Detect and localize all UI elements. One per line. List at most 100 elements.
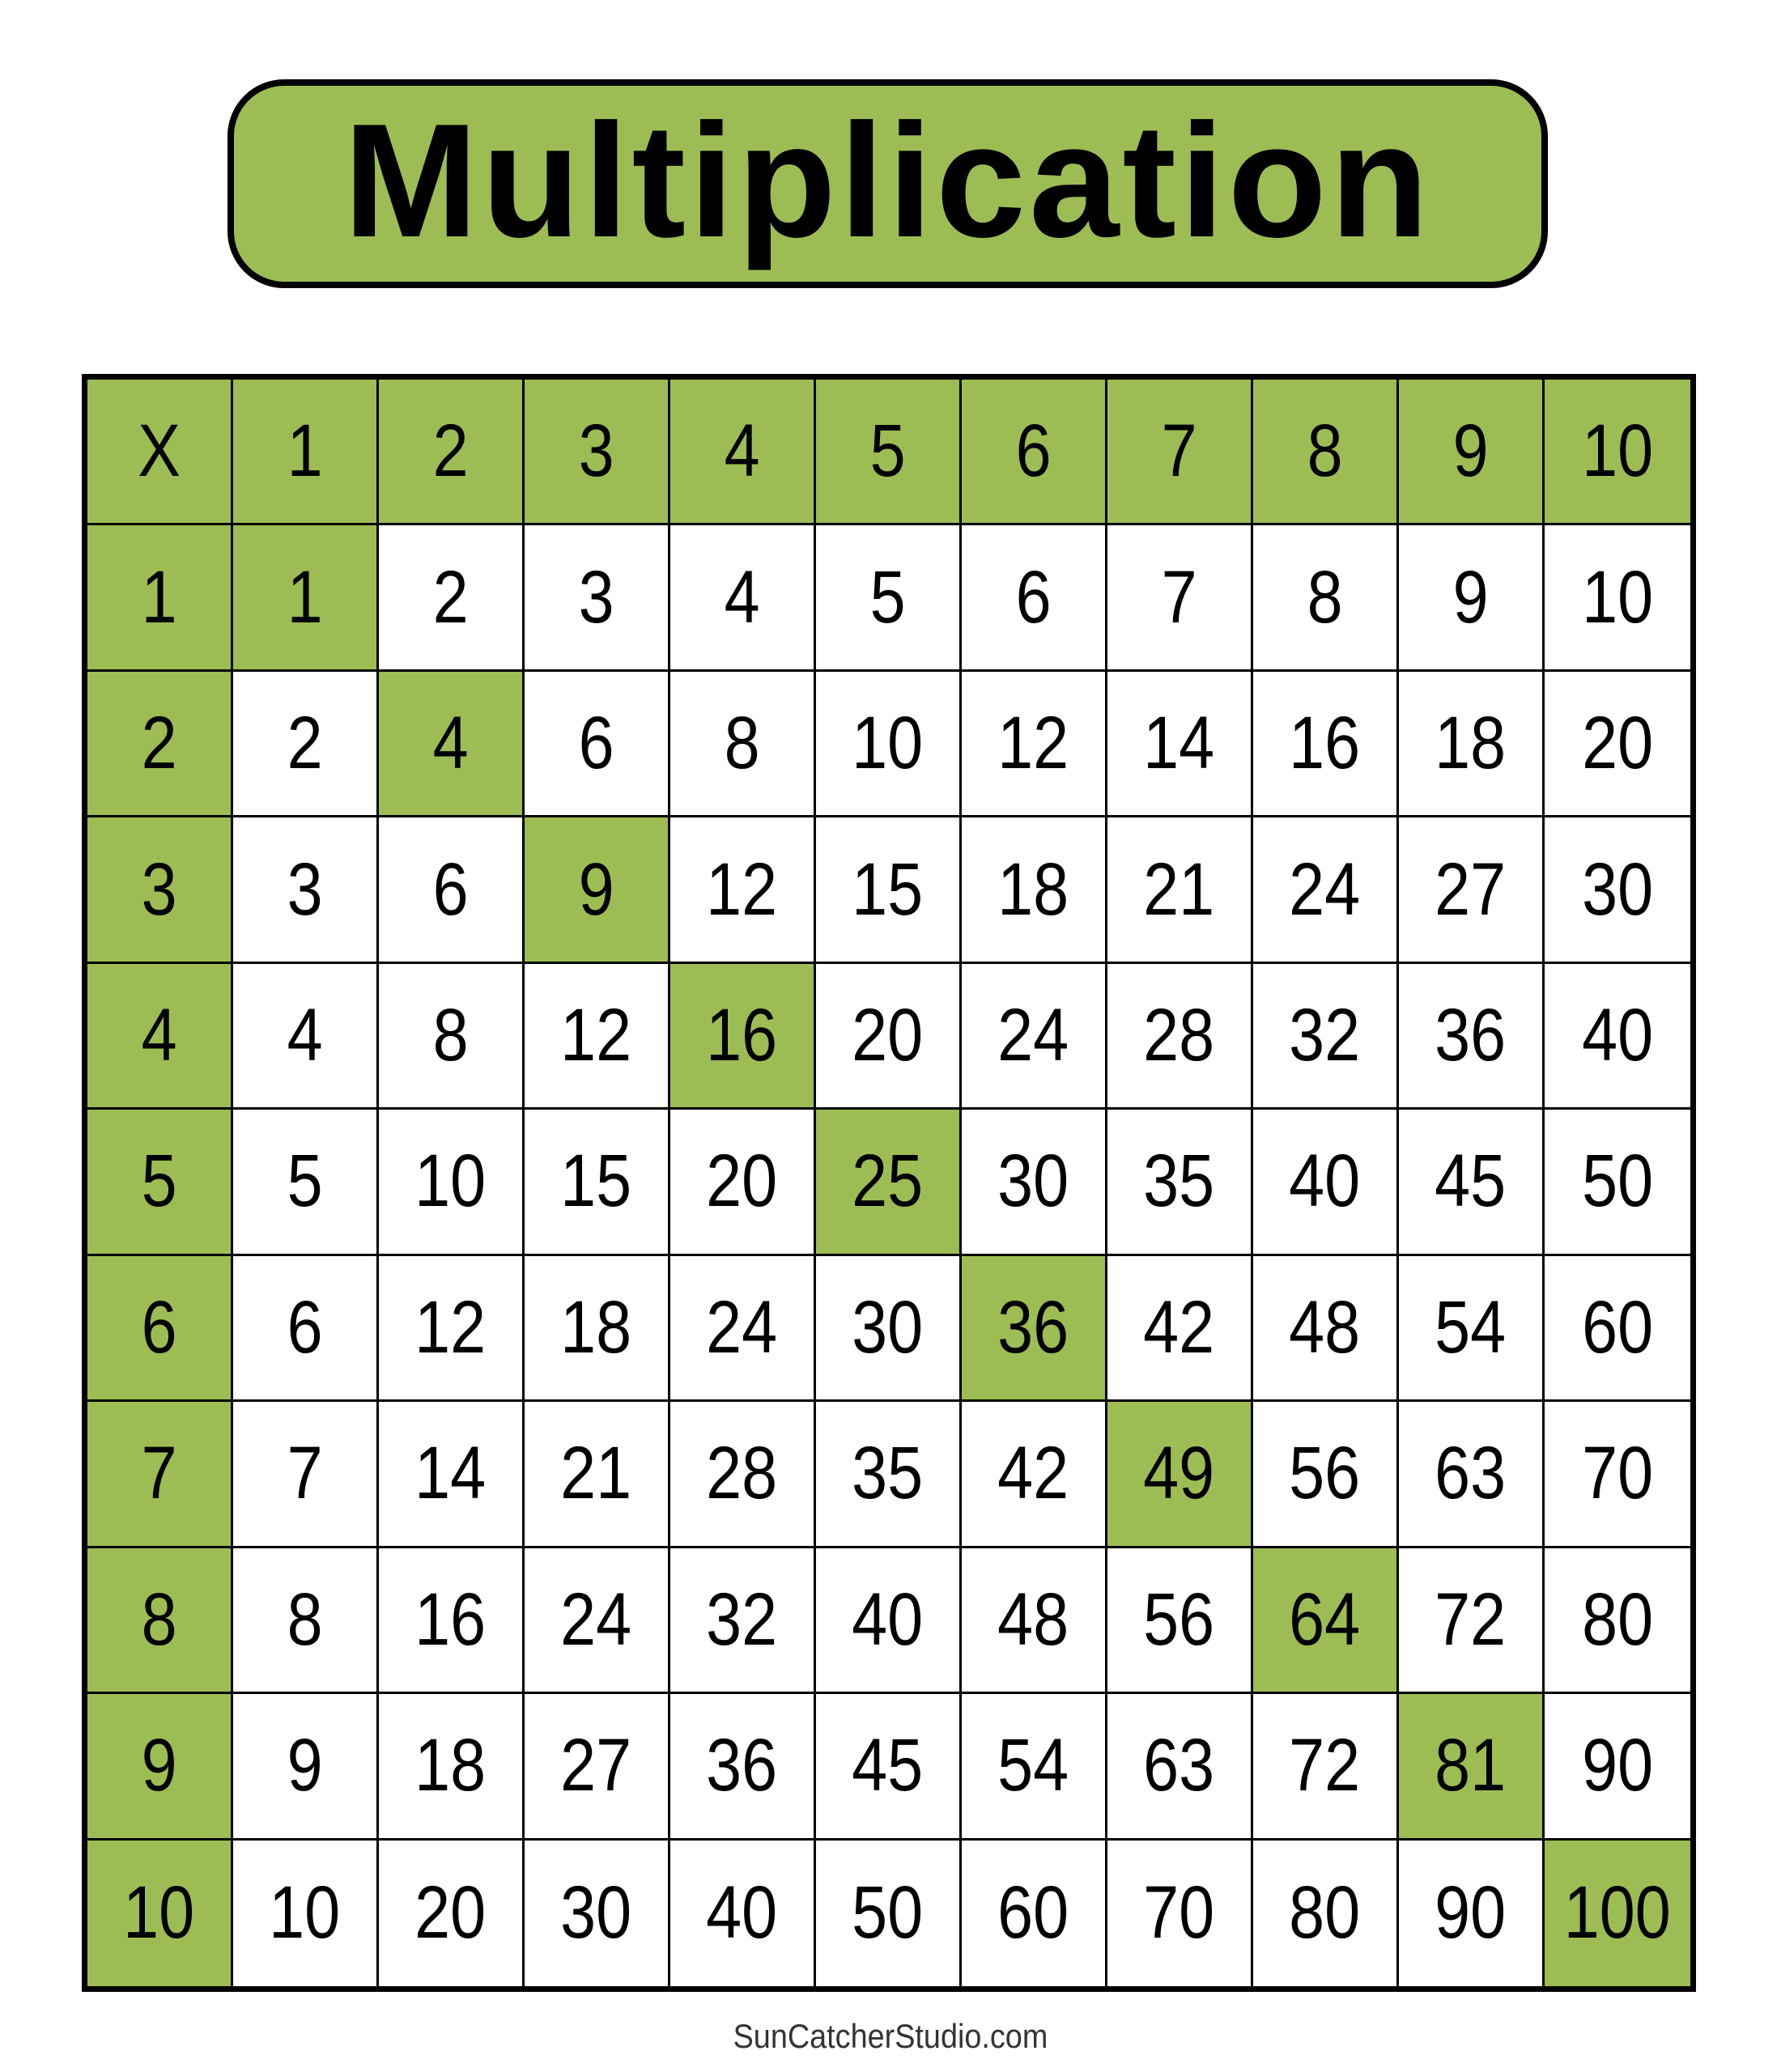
product-cell-value: 40 bbox=[1581, 994, 1654, 1077]
column-header: 8 bbox=[1253, 380, 1399, 526]
product-cell: 20 bbox=[670, 1110, 816, 1256]
square-cell: 4 bbox=[379, 671, 525, 818]
column-header-value: 10 bbox=[1581, 410, 1654, 493]
product-cell: 7 bbox=[233, 1402, 379, 1548]
square-cell: 100 bbox=[1545, 1840, 1690, 1986]
row-header-value: 4 bbox=[141, 994, 177, 1077]
column-header: 3 bbox=[525, 380, 670, 526]
row-header-value: 9 bbox=[141, 1724, 177, 1807]
product-cell: 72 bbox=[1399, 1548, 1545, 1695]
column-header-value: 3 bbox=[578, 410, 614, 493]
product-cell-value: 70 bbox=[1143, 1871, 1215, 1955]
product-cell: 14 bbox=[379, 1402, 525, 1548]
square-cell-value: 49 bbox=[1143, 1432, 1215, 1515]
product-cell-value: 42 bbox=[997, 1432, 1069, 1515]
product-cell: 48 bbox=[962, 1548, 1107, 1695]
product-cell: 40 bbox=[1545, 964, 1690, 1110]
square-cell-value: 4 bbox=[432, 702, 469, 785]
product-cell-value: 48 bbox=[1289, 1285, 1361, 1369]
row-header-value: 2 bbox=[141, 702, 177, 785]
column-header: 7 bbox=[1107, 380, 1253, 526]
product-cell: 42 bbox=[1107, 1255, 1253, 1403]
product-cell: 7 bbox=[1107, 525, 1253, 672]
product-cell-value: 9 bbox=[287, 1724, 323, 1807]
column-header: 1 bbox=[233, 380, 379, 526]
product-cell-value: 5 bbox=[287, 1140, 323, 1223]
row-header: 7 bbox=[87, 1402, 233, 1548]
product-cell-value: 21 bbox=[560, 1432, 632, 1515]
product-cell-value: 90 bbox=[1435, 1871, 1507, 1955]
product-cell: 3 bbox=[525, 525, 670, 672]
product-cell-value: 16 bbox=[414, 1577, 487, 1661]
product-cell: 72 bbox=[1253, 1694, 1399, 1841]
product-cell: 6 bbox=[233, 1255, 379, 1403]
row-header-value: 1 bbox=[141, 555, 177, 639]
product-cell-value: 6 bbox=[287, 1285, 323, 1369]
product-cell-value: 18 bbox=[997, 847, 1069, 931]
product-cell-value: 36 bbox=[1435, 994, 1507, 1077]
product-cell-value: 20 bbox=[706, 1140, 778, 1223]
product-cell: 24 bbox=[962, 963, 1107, 1110]
square-cell: 16 bbox=[670, 963, 816, 1110]
product-cell: 45 bbox=[816, 1694, 962, 1841]
product-cell: 60 bbox=[962, 1840, 1107, 1986]
product-cell: 40 bbox=[1253, 1110, 1399, 1256]
product-cell-value: 20 bbox=[414, 1871, 487, 1955]
product-cell: 24 bbox=[1253, 817, 1399, 964]
product-cell-value: 20 bbox=[1581, 702, 1654, 785]
product-cell: 18 bbox=[379, 1694, 525, 1841]
product-cell: 4 bbox=[670, 525, 816, 672]
product-cell-value: 12 bbox=[706, 847, 778, 931]
product-cell-value: 35 bbox=[852, 1432, 924, 1515]
product-cell-value: 40 bbox=[852, 1577, 924, 1661]
product-cell-value: 14 bbox=[414, 1432, 487, 1515]
product-cell-value: 50 bbox=[852, 1871, 924, 1955]
product-cell-value: 3 bbox=[287, 847, 323, 931]
product-cell: 32 bbox=[1253, 963, 1399, 1110]
product-cell: 10 bbox=[379, 1110, 525, 1256]
row-header: 3 bbox=[87, 817, 233, 964]
row-header: 1 bbox=[87, 525, 233, 672]
product-cell-value: 24 bbox=[1289, 847, 1361, 931]
product-cell: 40 bbox=[670, 1840, 816, 1986]
product-cell-value: 63 bbox=[1143, 1724, 1215, 1807]
square-cell-value: 9 bbox=[578, 847, 614, 931]
product-cell-value: 6 bbox=[432, 847, 469, 931]
product-cell-value: 56 bbox=[1289, 1432, 1361, 1515]
product-cell: 18 bbox=[1399, 671, 1545, 818]
product-cell-value: 28 bbox=[1143, 994, 1215, 1077]
multiplication-table: X 1 2 3 4 5 6 7 8 9 10 1 1 2 3 4 5 6 7 8 9 10 2 2 4 6 8 10 12 14 16 18 2… bbox=[82, 374, 1696, 1992]
square-cell: 25 bbox=[816, 1110, 962, 1256]
row-header-value: 10 bbox=[123, 1871, 195, 1955]
product-cell-value: 24 bbox=[997, 994, 1069, 1077]
product-cell-value: 12 bbox=[997, 702, 1069, 785]
column-header: 6 bbox=[962, 380, 1107, 526]
column-header: 5 bbox=[816, 380, 962, 526]
row-header: 9 bbox=[87, 1694, 233, 1841]
row-header-value: 3 bbox=[141, 847, 177, 931]
product-cell-value: 27 bbox=[1435, 847, 1507, 931]
product-cell: 21 bbox=[525, 1402, 670, 1548]
product-cell: 27 bbox=[1399, 817, 1545, 964]
product-cell-value: 80 bbox=[1289, 1871, 1361, 1955]
product-cell: 10 bbox=[816, 671, 962, 818]
product-cell-value: 72 bbox=[1289, 1724, 1361, 1807]
product-cell: 20 bbox=[1545, 672, 1690, 818]
row-header: 5 bbox=[87, 1110, 233, 1256]
corner-cell: X bbox=[87, 380, 233, 526]
product-cell-value: 4 bbox=[287, 994, 323, 1077]
product-cell-value: 10 bbox=[269, 1871, 341, 1955]
product-cell-value: 2 bbox=[287, 702, 323, 785]
column-header-value: 4 bbox=[724, 410, 760, 493]
product-cell: 28 bbox=[670, 1402, 816, 1548]
product-cell: 90 bbox=[1399, 1840, 1545, 1986]
row-header-value: 7 bbox=[141, 1432, 177, 1515]
product-cell-value: 10 bbox=[1581, 555, 1654, 639]
column-header: 4 bbox=[670, 380, 816, 526]
square-cell: 81 bbox=[1399, 1694, 1545, 1841]
product-cell-value: 9 bbox=[1452, 555, 1489, 639]
product-cell: 18 bbox=[962, 817, 1107, 964]
page-title: Multiplication bbox=[343, 91, 1432, 271]
product-cell-value: 40 bbox=[1289, 1140, 1361, 1223]
corner-cell-value: X bbox=[138, 410, 181, 493]
